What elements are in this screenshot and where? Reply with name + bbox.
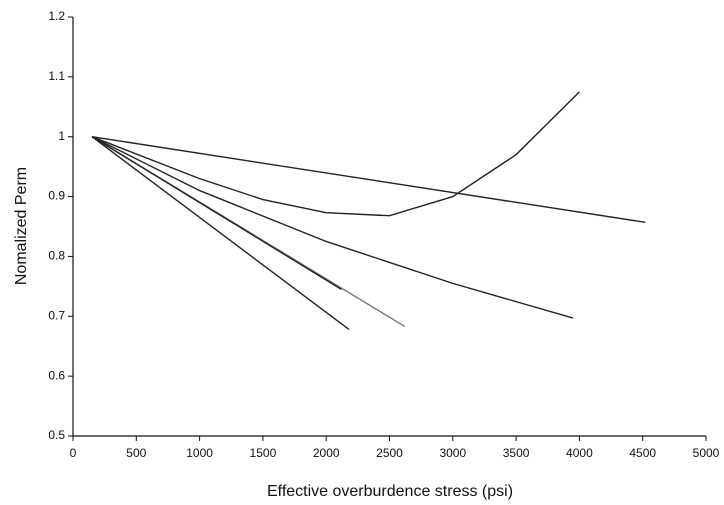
y-axis-title: Nomalized Perm [13, 167, 30, 285]
y-tick-label: 0.5 [48, 428, 65, 442]
y-tick-label: 1.2 [48, 9, 65, 23]
x-tick-label: 1500 [250, 446, 277, 460]
x-tick-label: 5000 [693, 446, 720, 460]
x-tick-label: 3500 [503, 446, 530, 460]
series-line [91, 136, 350, 331]
x-tick-label: 3000 [439, 446, 466, 460]
y-tick-label: 0.6 [48, 368, 65, 382]
series-line [91, 136, 646, 224]
x-tick-label: 4500 [629, 446, 656, 460]
y-tick-label: 1 [58, 129, 65, 143]
series-line [91, 136, 342, 290]
x-tick-label: 2000 [313, 446, 340, 460]
x-tick-label: 1000 [186, 446, 213, 460]
y-tick-label: 1.1 [48, 69, 65, 83]
x-tick-label: 2500 [376, 446, 403, 460]
x-axis-title: Effective overburdence stress (psi) [267, 483, 513, 500]
y-tick-label: 0.8 [48, 249, 65, 263]
series-line [91, 91, 580, 217]
x-tick-label: 4000 [566, 446, 593, 460]
y-tick-label: 0.9 [48, 189, 65, 203]
series-line [91, 136, 574, 319]
y-tick-label: 0.7 [48, 308, 65, 322]
x-tick-label: 500 [126, 446, 146, 460]
x-tick-label: 0 [70, 446, 77, 460]
